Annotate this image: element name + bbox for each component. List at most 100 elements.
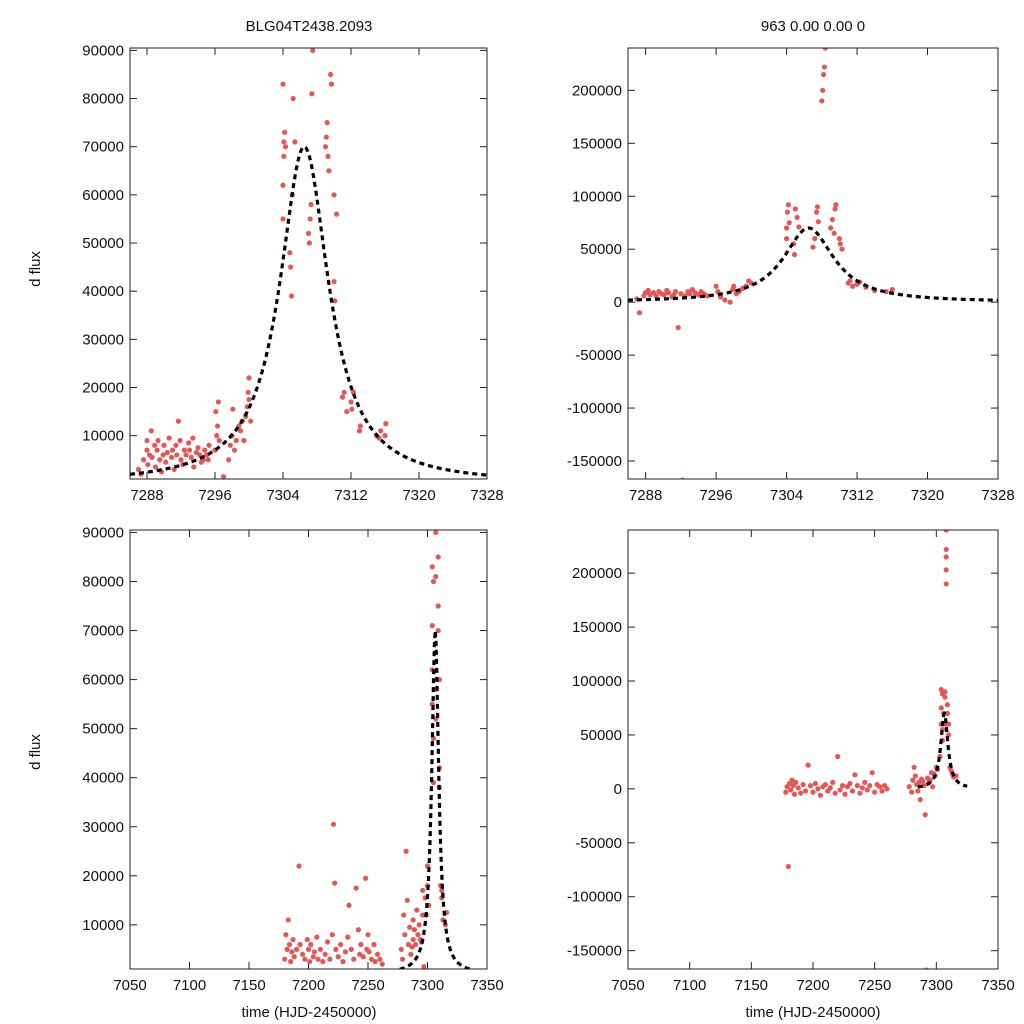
data-point <box>216 437 222 444</box>
data-point <box>320 959 326 965</box>
data-point <box>188 454 194 460</box>
data-point <box>429 623 435 629</box>
data-point <box>346 902 352 908</box>
y-tick-label: -150000 <box>567 453 622 470</box>
data-point <box>331 192 337 198</box>
data-point <box>793 779 799 785</box>
data-point <box>186 447 193 453</box>
data-point <box>280 216 286 222</box>
data-point <box>324 939 331 945</box>
data-point <box>704 293 710 299</box>
plot-area: 7288 7296 7304 7312 7320 7328 10000 20000 30000 4… <box>82 42 503 504</box>
data-point <box>942 694 948 700</box>
data-point <box>245 389 251 395</box>
data-point <box>329 932 335 938</box>
data-point <box>910 777 916 783</box>
data-point <box>398 946 404 952</box>
data-point <box>430 578 437 585</box>
data-point <box>342 949 348 955</box>
data-point <box>832 206 838 212</box>
data-point <box>819 98 825 104</box>
data-point <box>820 71 827 78</box>
data-point <box>713 283 719 289</box>
data-point <box>815 786 821 792</box>
x-tick-label: 7328 <box>981 487 1014 504</box>
data-point <box>433 530 439 536</box>
data-point <box>371 941 377 948</box>
data-point <box>154 447 160 453</box>
panel-bottom-left: d flux time (HJD-2450000) 7050 7100 7150 72… <box>27 524 504 1021</box>
data-point <box>148 428 154 434</box>
data-point <box>186 440 192 446</box>
data-point <box>202 447 208 453</box>
data-point <box>943 530 949 533</box>
data-point <box>363 875 369 881</box>
data-point <box>214 423 221 429</box>
data-point <box>357 423 363 429</box>
data-point <box>832 790 838 796</box>
data-point <box>867 783 873 789</box>
data-point <box>837 787 843 793</box>
data-point <box>144 447 150 453</box>
data-point <box>661 292 667 298</box>
data-point <box>414 907 420 913</box>
data-point <box>943 554 949 560</box>
data-point <box>181 447 187 453</box>
plot-frame <box>627 47 999 480</box>
data-point <box>942 689 948 695</box>
data-point <box>149 454 155 460</box>
x-tick-label: 7304 <box>770 487 803 504</box>
data-point <box>322 951 328 957</box>
data-point <box>879 788 885 794</box>
data-point <box>822 781 828 788</box>
data-point <box>912 773 918 779</box>
data-point <box>340 959 346 965</box>
model-curve <box>392 630 478 969</box>
data-point <box>141 457 147 463</box>
y-tick-label: 70000 <box>82 139 124 156</box>
data-point <box>160 452 166 458</box>
data-point <box>308 201 314 208</box>
data-point <box>416 922 422 928</box>
data-point <box>796 224 802 230</box>
panel-title: 963 0.00 0.00 0 <box>761 18 865 35</box>
data-point <box>248 418 254 424</box>
data-point <box>289 949 295 955</box>
data-point <box>889 286 895 293</box>
y-tick-label: 10000 <box>82 428 124 445</box>
data-point <box>788 787 794 793</box>
data-point <box>166 435 172 441</box>
data-point <box>435 603 441 609</box>
data-point <box>220 473 227 479</box>
x-tick-label: 7320 <box>911 487 944 504</box>
data-point <box>294 946 300 952</box>
data-point <box>378 428 384 434</box>
y-tick-label: -50000 <box>575 347 622 364</box>
panel-top-right: 963 0.00 0.00 0 7288 7296 7304 7312 7320 7328… <box>567 18 1015 504</box>
plot-content <box>628 48 998 479</box>
data-point <box>311 949 318 955</box>
data-point <box>836 236 843 242</box>
data-point <box>183 452 189 458</box>
data-point <box>810 789 816 795</box>
data-point <box>338 941 344 948</box>
data-point <box>315 956 321 962</box>
data-point <box>281 139 287 145</box>
data-point <box>401 912 407 918</box>
data-point <box>288 293 295 299</box>
data-point <box>909 789 915 795</box>
data-point <box>157 457 163 463</box>
data-point <box>206 442 212 448</box>
data-point <box>814 204 821 210</box>
data-point <box>309 91 315 97</box>
data-point <box>943 546 949 553</box>
model-curve <box>130 145 487 477</box>
data-point <box>403 848 409 854</box>
data-point <box>353 885 359 891</box>
data-point <box>828 225 834 231</box>
data-point <box>815 219 821 225</box>
y-tick-label: 10000 <box>82 917 124 934</box>
data-point <box>791 791 798 797</box>
data-point <box>246 375 252 381</box>
data-point <box>430 735 437 742</box>
